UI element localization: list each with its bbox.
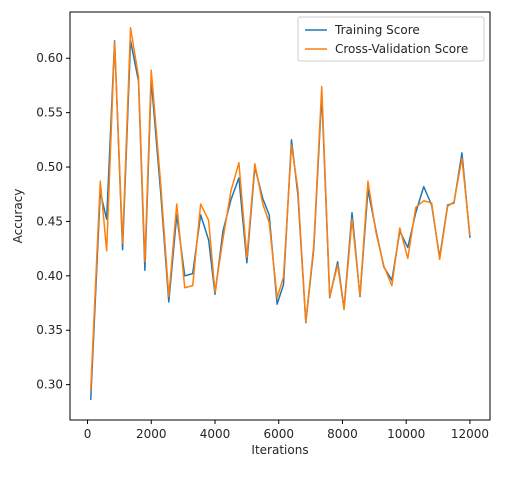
series-line-training-score [89, 40, 471, 400]
x-tick-label: 6000 [263, 427, 294, 441]
legend-label-cross-validation-score: Cross-Validation Score [335, 42, 468, 56]
x-tick-label: 10000 [387, 427, 425, 441]
x-tick-label: 2000 [136, 427, 167, 441]
legend-box [297, 16, 485, 62]
series-group [89, 27, 471, 400]
legend-label-training-score: Training Score [334, 23, 420, 37]
x-tick-label: 12000 [451, 427, 489, 441]
legend: Training Score Cross-Validation Score [297, 16, 485, 62]
y-tick-label: 0.50 [36, 160, 63, 174]
y-tick-label: 0.60 [36, 51, 63, 65]
x-axis-label: Iterations [251, 443, 308, 457]
y-tick-label: 0.30 [36, 378, 63, 392]
y-tick-label: 0.35 [36, 323, 63, 337]
y-tick-label: 0.55 [36, 106, 63, 120]
y-tick-label: 0.40 [36, 269, 63, 283]
x-axis: 0 2000 4000 6000 8000 10000 12000 [84, 420, 489, 441]
x-tick-label: 4000 [200, 427, 231, 441]
x-tick-label: 0 [84, 427, 92, 441]
y-axis: 0.30 0.35 0.40 0.45 0.50 0.55 0.60 [36, 51, 70, 392]
series-line-cross-validation-score [89, 27, 471, 391]
plot-frame [69, 11, 491, 421]
x-tick-label: 8000 [327, 427, 358, 441]
y-axis-label: Accuracy [11, 189, 25, 244]
y-tick-label: 0.45 [36, 214, 63, 228]
